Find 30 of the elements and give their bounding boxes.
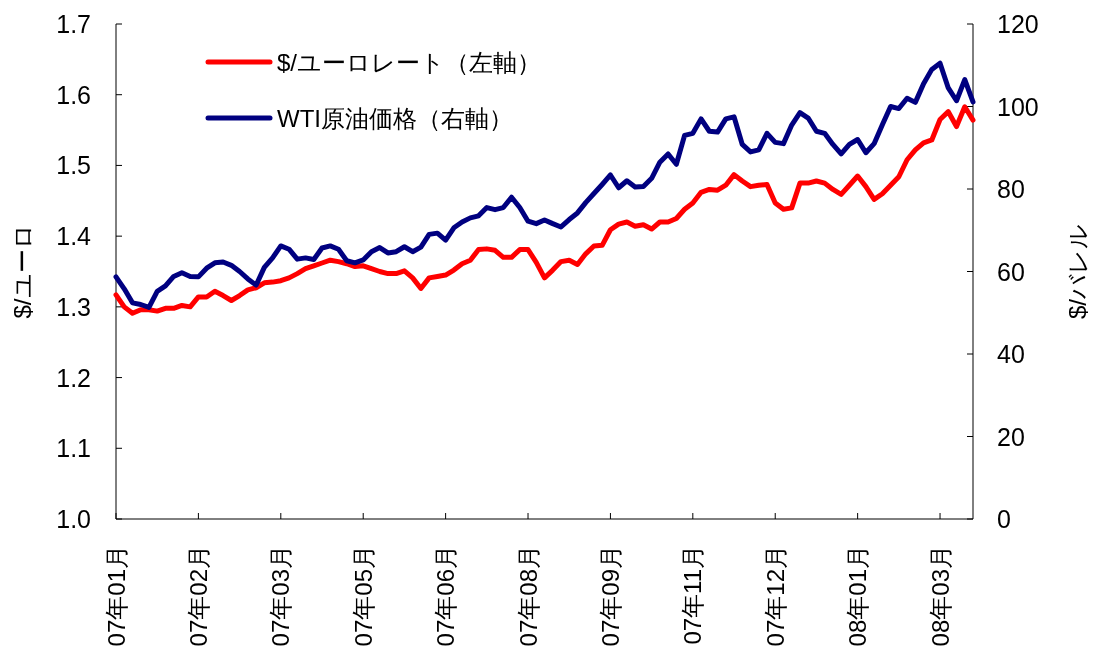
y2-tick-label: 120 [997,10,1039,38]
y2-tick-label: 100 [997,92,1039,121]
x-tick-label: 07年12月 [761,545,789,647]
y2-tick-label: 60 [997,257,1025,286]
y-tick-label: 1.7 [56,10,91,38]
x-tick-label: 07年06月 [432,545,460,647]
y2-tick-label: 20 [997,422,1025,451]
legend-label: $/ユーロレート（左軸） [277,48,542,76]
x-tick-label: 07年08月 [514,545,542,647]
x-tick-label: 07年03月 [267,545,295,647]
y-tick-label: 1.1 [56,434,91,463]
y-axis-title: $/ユーロ [8,224,36,319]
x-tick-label: 07年05月 [349,545,377,647]
y2-axis-title: $/バレル [1063,223,1091,320]
y2-tick-label: 80 [997,175,1025,203]
y-tick-label: 1.0 [56,505,91,533]
y-tick-label: 1.5 [56,151,91,180]
x-tick-label: 07年11月 [679,545,707,645]
x-tick-label: 07年02月 [184,545,212,647]
legend-label: WTI原油価格（右軸） [277,104,513,132]
y-tick-label: 1.2 [56,363,91,392]
y2-tick-label: 40 [997,340,1025,368]
y2-tick-label: 0 [997,505,1011,533]
x-tick-label: 07年09月 [596,545,624,647]
x-tick-label: 07年01月 [102,545,130,647]
x-tick-label: 08年03月 [926,545,954,647]
y-tick-label: 1.4 [56,222,92,251]
y-tick-label: 1.3 [56,292,91,321]
y-tick-label: 1.6 [56,80,91,109]
x-tick-label: 08年01月 [844,545,872,647]
